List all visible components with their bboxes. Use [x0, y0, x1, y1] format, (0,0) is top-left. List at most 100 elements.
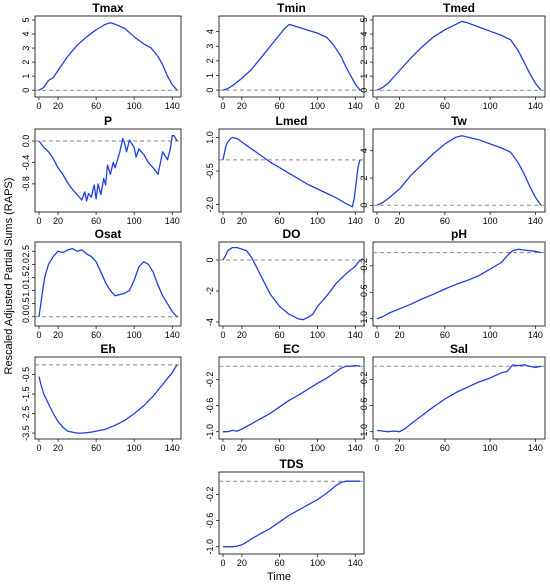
plot-frame — [218, 471, 365, 555]
panel-sal: Sal 0 20 60 100 140 -0.2 -0.6 -1.0 — [359, 342, 546, 453]
y-tick-label: -0.8 — [21, 176, 31, 192]
x-tick-label: 60 — [275, 101, 285, 111]
x-tick-label: 0 — [220, 216, 225, 226]
raps-series-line — [38, 22, 178, 91]
panel-title: Sal — [450, 342, 468, 356]
x-tick-label: 100 — [483, 101, 498, 111]
y-tick-label: -0.6 — [205, 398, 215, 414]
x-tick-label: 20 — [53, 330, 63, 340]
x-tick-label: 0 — [374, 443, 379, 453]
panel-title: Osat — [95, 227, 122, 241]
y-tick-label: -0.5 — [21, 367, 31, 383]
x-tick-label: 140 — [528, 101, 543, 111]
y-tick-label: 4 — [359, 148, 369, 153]
panel-title: Tw — [451, 114, 467, 128]
x-tick-label: 140 — [348, 558, 363, 568]
panel-title: DO — [283, 227, 301, 241]
x-tick-label: 20 — [395, 101, 405, 111]
plot-frame — [34, 356, 182, 440]
x-tick-label: 140 — [165, 443, 180, 453]
x-tick-label: 20 — [237, 101, 247, 111]
plot-frame — [372, 128, 546, 213]
x-tick-label: 20 — [53, 216, 63, 226]
y-tick-label: 2 — [21, 60, 31, 65]
y-tick-label: 0.5 — [21, 297, 31, 310]
panel-tds: TDS 0 20 60 100 140 -0.2 -0.6 -1.0 — [205, 457, 365, 568]
y-tick-label: 5 — [359, 17, 369, 22]
x-tick-label: 140 — [348, 101, 363, 111]
y-tick-label: -1.0 — [359, 311, 369, 327]
x-tick-label: 140 — [165, 330, 180, 340]
x-tick-label: 100 — [310, 443, 325, 453]
y-tick-label: 2 — [359, 175, 369, 180]
y-tick-label: -2.0 — [205, 197, 215, 213]
x-tick-label: 60 — [91, 216, 101, 226]
y-tick-label: 0 — [205, 88, 215, 93]
x-tick-label: 100 — [310, 216, 325, 226]
plot-frame — [372, 15, 546, 98]
panel-do: DO 0 20 60 100 140 0 -2 -4 — [205, 227, 365, 340]
x-tick-label: 100 — [310, 558, 325, 568]
y-tick-label: 4 — [359, 32, 369, 37]
y-tick-label: 4 — [205, 29, 215, 34]
panel-title: Lmed — [275, 114, 307, 128]
y-tick-label: 0 — [359, 203, 369, 208]
y-tick-label: 1.0 — [21, 284, 31, 297]
x-tick-label: 0 — [36, 216, 41, 226]
plot-frame — [34, 15, 182, 98]
y-tick-label: -0.2 — [205, 372, 215, 388]
x-tick-label: 20 — [395, 216, 405, 226]
panel-title: TDS — [280, 457, 304, 471]
raps-series-line — [223, 480, 360, 548]
y-tick-label: -0.2 — [205, 487, 215, 503]
x-tick-label: 0 — [220, 558, 225, 568]
y-tick-label: 2.5 — [21, 245, 31, 258]
raps-series-line — [376, 364, 542, 433]
y-tick-label: -3.5 — [21, 425, 31, 441]
x-tick-label: 140 — [528, 330, 543, 340]
y-tick-label: 1.5 — [21, 271, 31, 284]
raps-series-line — [376, 20, 542, 91]
x-tick-label: 100 — [310, 101, 325, 111]
raps-series-line — [376, 135, 542, 206]
panel-tmed: Tmed 0 20 60 100 140 0 1 2 3 4 5 — [359, 1, 546, 111]
y-tick-label: 2 — [359, 60, 369, 65]
x-tick-label: 140 — [348, 216, 363, 226]
x-tick-label: 100 — [483, 443, 498, 453]
plot-frame — [34, 241, 182, 327]
y-tick-label: 0 — [205, 257, 215, 262]
x-tick-label: 60 — [275, 443, 285, 453]
y-tick-label: -0.6 — [359, 398, 369, 414]
plot-frame — [218, 356, 365, 440]
plot-frame — [218, 128, 365, 213]
y-tick-label: -2 — [205, 287, 215, 295]
x-tick-label: 20 — [237, 558, 247, 568]
x-tick-label: 140 — [348, 443, 363, 453]
x-tick-label: 100 — [127, 101, 142, 111]
x-tick-label: 60 — [275, 558, 285, 568]
y-tick-label: 3 — [205, 44, 215, 49]
panel-title: Eh — [100, 342, 115, 356]
x-tick-label: 140 — [165, 216, 180, 226]
x-tick-label: 20 — [395, 443, 405, 453]
x-tick-label: 140 — [528, 216, 543, 226]
x-tick-label: 60 — [91, 101, 101, 111]
plot-frame — [372, 241, 546, 327]
y-tick-label: 1 — [21, 74, 31, 79]
panel-title: Tmin — [277, 1, 306, 15]
x-tick-label: 100 — [483, 216, 498, 226]
panel-osat: Osat 0 20 60 100 140 0.00.51.01.52.02.5 — [21, 227, 182, 340]
panel-title: EC — [283, 342, 300, 356]
x-tick-label: 0 — [374, 330, 379, 340]
x-tick-label: 140 — [348, 330, 363, 340]
y-tick-label: 4 — [21, 32, 31, 37]
panel-title: Tmed — [443, 1, 475, 15]
y-tick-label: -4 — [205, 318, 215, 326]
y-tick-label: 3 — [359, 46, 369, 51]
y-tick-label: 5 — [21, 17, 31, 22]
x-axis-label: Time — [267, 571, 291, 583]
x-tick-label: 0 — [36, 101, 41, 111]
y-tick-label: 1 — [359, 74, 369, 79]
